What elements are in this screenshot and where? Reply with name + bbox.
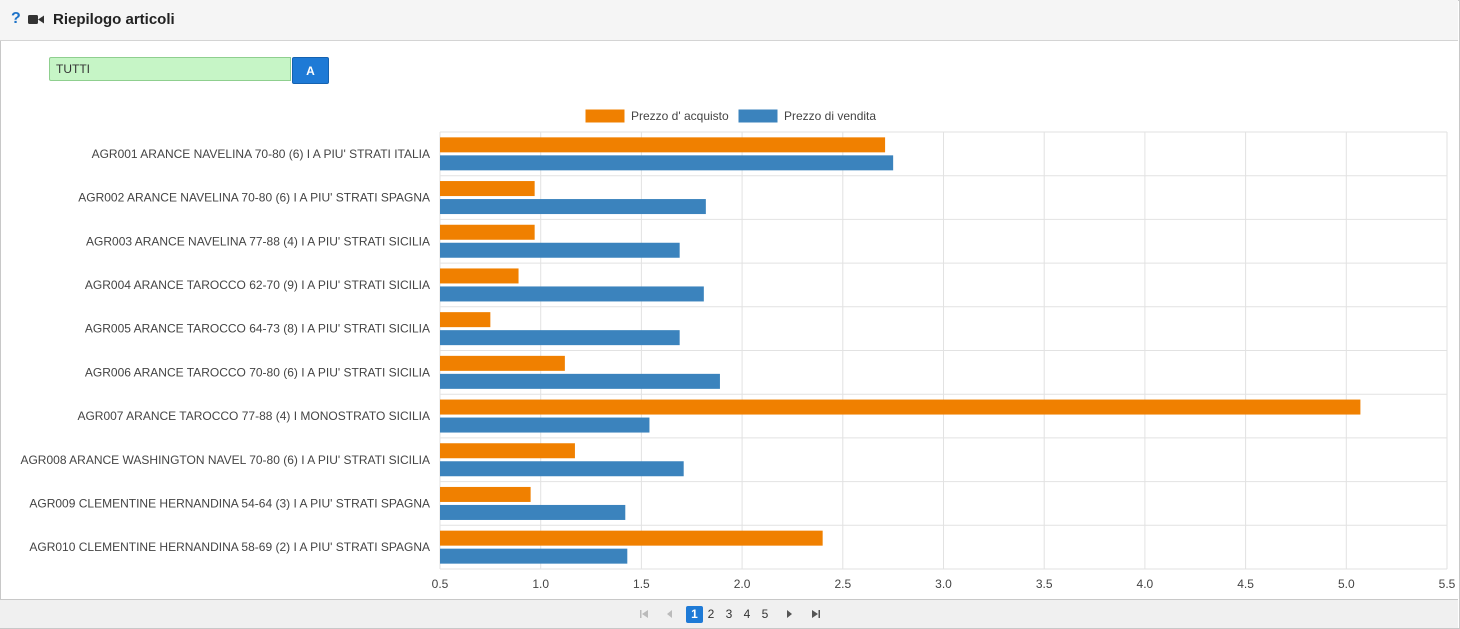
legend-swatch [584,108,626,124]
page-3-button[interactable]: 3 [725,607,733,621]
panel-title: Riepilogo articoli [53,11,175,28]
y-tick-label: AGR006 ARANCE TAROCCO 70-80 (6) I A PIU'… [85,365,430,379]
last-page-icon[interactable] [810,608,822,620]
y-tick-label: AGR007 ARANCE TAROCCO 77-88 (4) I MONOST… [77,409,430,423]
bar-sale [440,417,650,433]
bar-sale [440,155,894,171]
x-tick-label: 1.0 [532,577,549,591]
bar-purchase [440,399,1361,415]
y-tick-label: AGR010 CLEMENTINE HERNANDINA 58-69 (2) I… [29,540,430,554]
bar-sale [440,504,626,520]
legend-swatch [737,108,779,124]
y-tick-label: AGR001 ARANCE NAVELINA 70-80 (6) I A PIU… [92,147,430,161]
x-tick-label: 3.5 [1036,577,1053,591]
bar-sale [440,286,704,302]
filter-button[interactable]: A [292,57,329,84]
page-1-button[interactable]: 1 [686,606,703,623]
y-tick-label: AGR009 CLEMENTINE HERNANDINA 54-64 (3) I… [29,496,430,510]
panel-header: ? Riepilogo articoli [0,0,1458,41]
bar-sale [440,330,680,346]
next-page-icon[interactable] [783,608,795,620]
bar-purchase [440,312,491,328]
bar-sale [440,461,684,477]
bar-purchase [440,486,531,502]
bar-purchase [440,443,575,459]
bar-purchase [440,530,823,546]
page-5-button[interactable]: 5 [761,607,769,621]
x-tick-label: 2.0 [734,577,751,591]
x-tick-label: 1.5 [633,577,650,591]
page-4-button[interactable]: 4 [743,607,751,621]
y-tick-label: AGR005 ARANCE TAROCCO 64-73 (8) I A PIU'… [85,322,430,336]
prev-page-icon[interactable] [664,608,676,620]
y-tick-label: AGR004 ARANCE TAROCCO 62-70 (9) I A PIU'… [85,278,430,292]
bar-purchase [440,224,535,240]
page-2-button[interactable]: 2 [707,607,715,621]
bar-sale [440,199,706,215]
bar-sale [440,373,720,389]
bar-purchase [440,181,535,197]
y-tick-label: AGR003 ARANCE NAVELINA 77-88 (4) I A PIU… [86,234,430,248]
video-camera-icon[interactable] [28,14,44,25]
x-tick-label: 5.5 [1439,577,1456,591]
filter-input[interactable] [49,57,291,81]
bar-sale [440,242,680,258]
legend-label: Prezzo d' acquisto [631,109,729,123]
bar-purchase [440,355,565,371]
first-page-icon[interactable] [638,608,650,620]
legend-label: Prezzo di vendita [784,109,876,123]
x-tick-label: 2.5 [834,577,851,591]
x-tick-label: 5.0 [1338,577,1355,591]
x-tick-label: 3.0 [935,577,952,591]
bar-sale [440,548,628,564]
x-tick-label: 4.0 [1137,577,1154,591]
x-tick-label: 0.5 [432,577,449,591]
bar-chart: 0.5 1.0 1.5 2.0 2.5 3.0 3.5 4.0 4.5 5.0 5.5 AGR001 … [20,108,1456,591]
bar-purchase [440,137,886,153]
y-tick-label: AGR002 ARANCE NAVELINA 70-80 (6) I A PIU… [78,191,430,205]
bar-purchase [440,268,519,284]
help-icon[interactable]: ? [11,10,21,27]
x-tick-label: 4.5 [1237,577,1254,591]
y-tick-label: AGR008 ARANCE WASHINGTON NAVEL 70-80 (6)… [20,453,430,467]
